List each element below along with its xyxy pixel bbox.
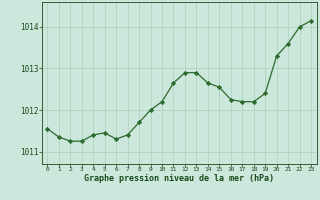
X-axis label: Graphe pression niveau de la mer (hPa): Graphe pression niveau de la mer (hPa) — [84, 174, 274, 183]
